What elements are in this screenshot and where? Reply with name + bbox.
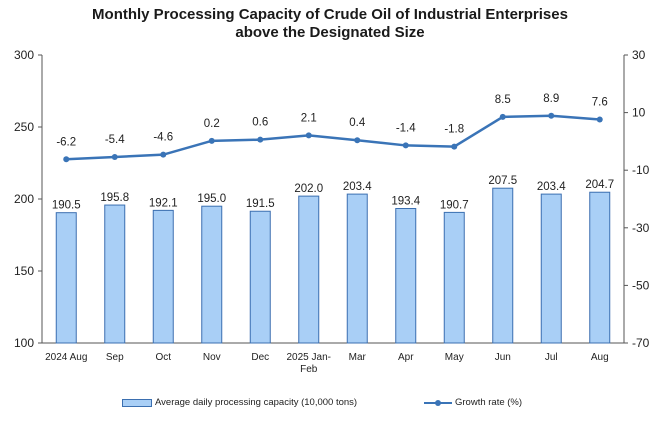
growth-rate-point [451,143,458,150]
growth-rate-label: -6.2 [56,136,76,148]
x-axis-tick-label: Jun [495,352,511,363]
bar-value-label: 203.4 [537,181,566,193]
left-axis-tick-label: 100 [14,336,34,350]
bar [443,211,465,344]
growth-rate-label: -4.6 [153,132,173,144]
bar [298,195,320,344]
right-axis-tick-label: -30 [632,221,650,235]
growth-rate-label: -1.8 [444,124,464,136]
right-axis-tick-label: 10 [632,106,646,120]
bar-value-label: 193.4 [391,196,420,208]
growth-rate-line [66,114,600,161]
bar [589,191,611,344]
growth-rate-point [160,151,167,158]
left-axis-tick-label: 200 [14,192,34,206]
right-axis-tick-label: 30 [632,48,646,62]
growth-rate-point [305,132,312,139]
bar [492,187,514,344]
growth-rate-point [548,112,555,119]
bar-value-label: 190.7 [440,199,469,211]
bar-value-label: 203.4 [343,181,372,193]
x-axis-tick-label: 2024 Aug [45,352,87,363]
growth-rate-label: 0.4 [349,117,366,129]
x-axis-tick-label: Mar [349,352,367,363]
x-axis-tick-label: Apr [398,352,414,363]
bar [346,193,368,344]
bar [201,205,223,344]
bar-legend-label: Average daily processing capacity (10,00… [155,397,358,408]
growth-rate-point [208,137,215,144]
bar-value-label: 190.5 [52,200,81,212]
growth-rate-point [257,136,264,143]
growth-rate-label: 0.2 [204,118,220,130]
growth-rate-point [354,137,361,144]
bar [540,193,562,344]
bar [104,204,126,344]
bar-value-label: 195.8 [100,192,129,204]
left-axis-tick-label: 250 [14,120,34,134]
x-axis-tick-label: May [445,352,464,363]
x-axis-tick-label: Nov [203,352,221,363]
growth-rate-label: 2.1 [301,112,317,124]
chart-title: Monthly Processing Capacity of Crude Oil… [0,6,660,42]
left-axis-tick-label: 300 [14,48,34,62]
x-axis-tick-label: 2025 Jan- [287,352,331,363]
bar-legend-swatch [122,398,152,407]
growth-rate-label: 0.6 [252,117,268,129]
bar-value-label: 204.7 [585,179,614,191]
growth-rate-point [596,116,603,123]
bar-value-label: 202.0 [294,183,323,195]
bar-value-label: 192.1 [149,197,178,209]
left-axis-tick-label: 150 [14,264,34,278]
right-axis-tick-label: -10 [632,163,650,177]
x-axis-tick-label: Feb [300,364,318,375]
bar [395,208,417,344]
bar [55,212,77,344]
growth-rate-label: 7.6 [592,97,608,109]
x-axis-tick-label: Sep [106,352,124,363]
line-legend-label: Growth rate (%) [455,397,523,408]
legend-item-line: Growth rate (%) [424,397,522,408]
bar [152,209,174,344]
legend-item-bars: Average daily processing capacity (10,00… [122,397,357,408]
right-axis-tick-label: -50 [632,278,650,292]
growth-rate-point [499,113,506,120]
chart-title-line-1: Monthly Processing Capacity of Crude Oil… [92,6,568,23]
x-axis-tick-label: Jul [545,352,558,363]
growth-rate-label: -5.4 [105,134,125,146]
growth-rate-point [63,156,70,163]
bar-value-label: 207.5 [488,175,517,187]
bar-value-label: 191.5 [246,198,275,210]
growth-rate-point [402,142,409,149]
growth-rate-label: 8.9 [543,93,559,105]
bar-value-label: 195.0 [197,193,226,205]
x-axis-tick-label: Dec [251,352,269,363]
bar [249,210,271,344]
chart-title-line-2: above the Designated Size [235,24,425,41]
x-axis-tick-label: Oct [155,352,171,363]
x-axis-tick-label: Aug [591,352,609,363]
growth-rate-label: 8.5 [495,94,511,106]
growth-rate-point [111,153,118,160]
growth-rate-label: -1.4 [396,122,416,134]
right-axis-tick-label: -70 [632,336,650,350]
line-legend-swatch [424,398,452,408]
